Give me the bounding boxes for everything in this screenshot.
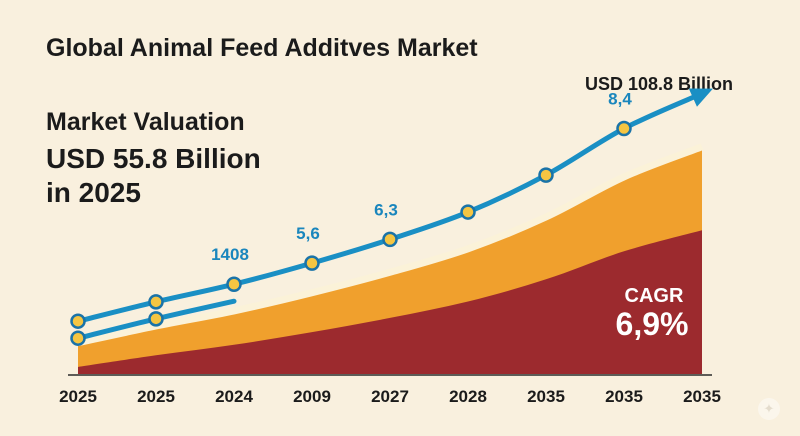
data-point: [304, 255, 320, 271]
data-label: 1408: [211, 245, 249, 264]
valuation-amount: USD 55.8 Billion: [46, 143, 261, 174]
watermark-icon: ✦: [758, 398, 780, 420]
data-label: 6,3: [374, 200, 398, 219]
data-point: [382, 231, 398, 248]
x-tick-label: 2035: [683, 387, 721, 406]
x-tick-label: 2024: [215, 387, 253, 406]
valuation-year: in 2025: [46, 177, 141, 208]
secondary-data-point: [70, 330, 86, 346]
data-point: [616, 120, 632, 137]
x-tick-label: 2027: [371, 387, 409, 406]
data-label: 8,4: [608, 89, 632, 108]
x-tick-label: 2009: [293, 387, 331, 406]
data-label: 5,6: [296, 224, 320, 243]
trend-arrowhead: [688, 88, 713, 107]
data-point: [538, 167, 554, 183]
data-point: [70, 313, 86, 329]
data-point: [226, 276, 242, 292]
x-tick-label: 2025: [137, 387, 175, 406]
cream-band: [77, 143, 704, 347]
x-tick-label: 2035: [605, 387, 643, 406]
valuation-heading: Market Valuation: [46, 108, 245, 136]
cagr-label: CAGR: [624, 285, 684, 307]
chart-title: Global Animal Feed Additves Market: [46, 34, 478, 62]
x-tick-label: 2035: [527, 387, 565, 406]
data-point: [148, 294, 164, 310]
cagr-value: 6,9%: [615, 306, 689, 342]
x-tick-label: 2025: [59, 387, 97, 406]
x-tick-label: 2028: [449, 387, 487, 406]
red-area: [78, 230, 702, 374]
secondary-data-point: [148, 311, 164, 327]
data-point: [460, 204, 476, 220]
